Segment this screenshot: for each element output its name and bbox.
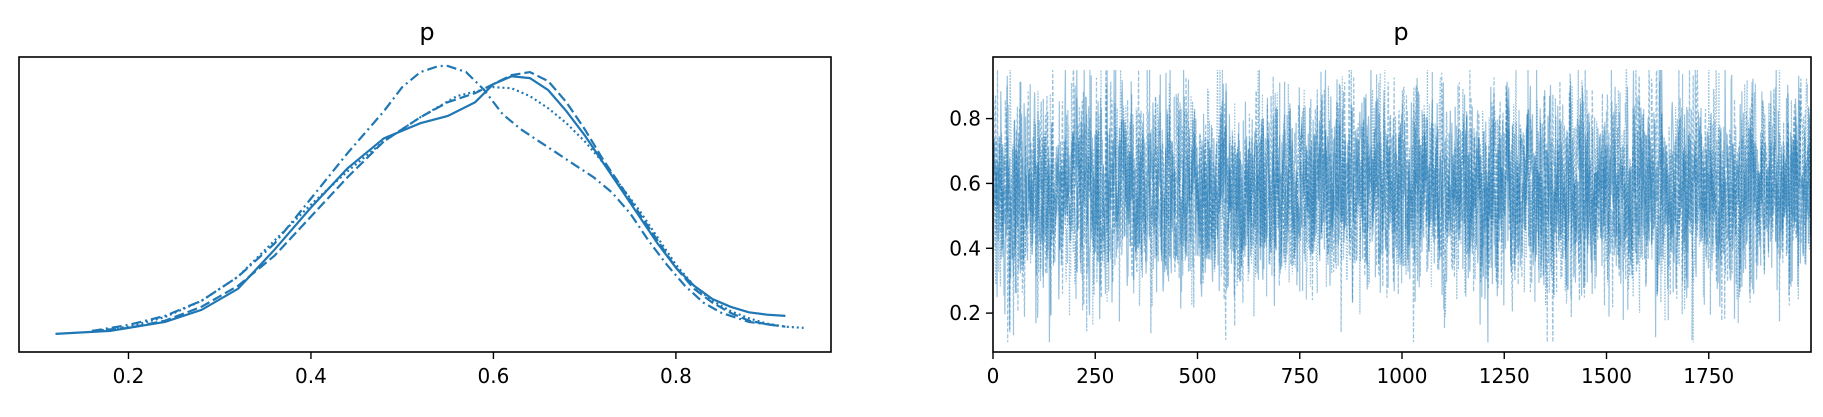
- trace-x-ticks: 0 250 500 750 1000 1250 1500 1750: [987, 352, 1734, 388]
- trace-chain-dotted: [992, 69, 1812, 343]
- trace-title: p: [1393, 18, 1408, 46]
- density-line-dotted: [91, 85, 804, 333]
- trace-x-tick-label: 1250: [1479, 364, 1530, 388]
- density-lines: [55, 64, 804, 335]
- density-x-tick-label: 0.4: [295, 364, 327, 388]
- density-x-tick-label: 0.6: [478, 364, 510, 388]
- trace-x-tick-label: 500: [1178, 364, 1216, 388]
- trace-x-tick-label: 750: [1281, 364, 1319, 388]
- density-line-dashed: [91, 70, 786, 332]
- trace-x-tick-label: 0: [987, 364, 1000, 388]
- trace-lines: [992, 68, 1812, 343]
- trace-y-tick-label: 0.6: [949, 171, 981, 195]
- trace-y-tick-label: 0.8: [949, 107, 981, 131]
- density-line-solid: [55, 75, 786, 335]
- trace-chain-dashdot: [992, 68, 1812, 343]
- trace-x-tick-label: 1000: [1377, 364, 1428, 388]
- density-x-ticks: 0.2 0.4 0.6 0.8: [113, 352, 692, 388]
- density-x-tick-label: 0.8: [660, 364, 692, 388]
- trace-x-tick-label: 1750: [1683, 364, 1734, 388]
- density-axes-frame: [18, 56, 832, 353]
- density-title: p: [419, 18, 434, 46]
- trace-x-tick-label: 250: [1076, 364, 1114, 388]
- trace-x-tick-label: 1500: [1581, 364, 1632, 388]
- trace-chain-dashed: [992, 69, 1812, 340]
- trace-chain-solid: [992, 69, 1812, 343]
- trace-axes-frame: [992, 56, 1812, 353]
- density-panel: p 0.2 0.4 0.6 0.8: [18, 18, 832, 388]
- trace-y-tick-label: 0.2: [949, 301, 981, 325]
- trace-panel: p 0 250 500 750 1000 1250 1500 1750 0.20.40.60.…: [949, 18, 1812, 388]
- trace-y-ticks: 0.2 0.4 0.6 0.8: [949, 107, 993, 325]
- trace-y-tick-label: 0.4: [949, 236, 981, 260]
- density-x-tick-label: 0.2: [113, 364, 145, 388]
- density-line-dashdot: [91, 64, 777, 332]
